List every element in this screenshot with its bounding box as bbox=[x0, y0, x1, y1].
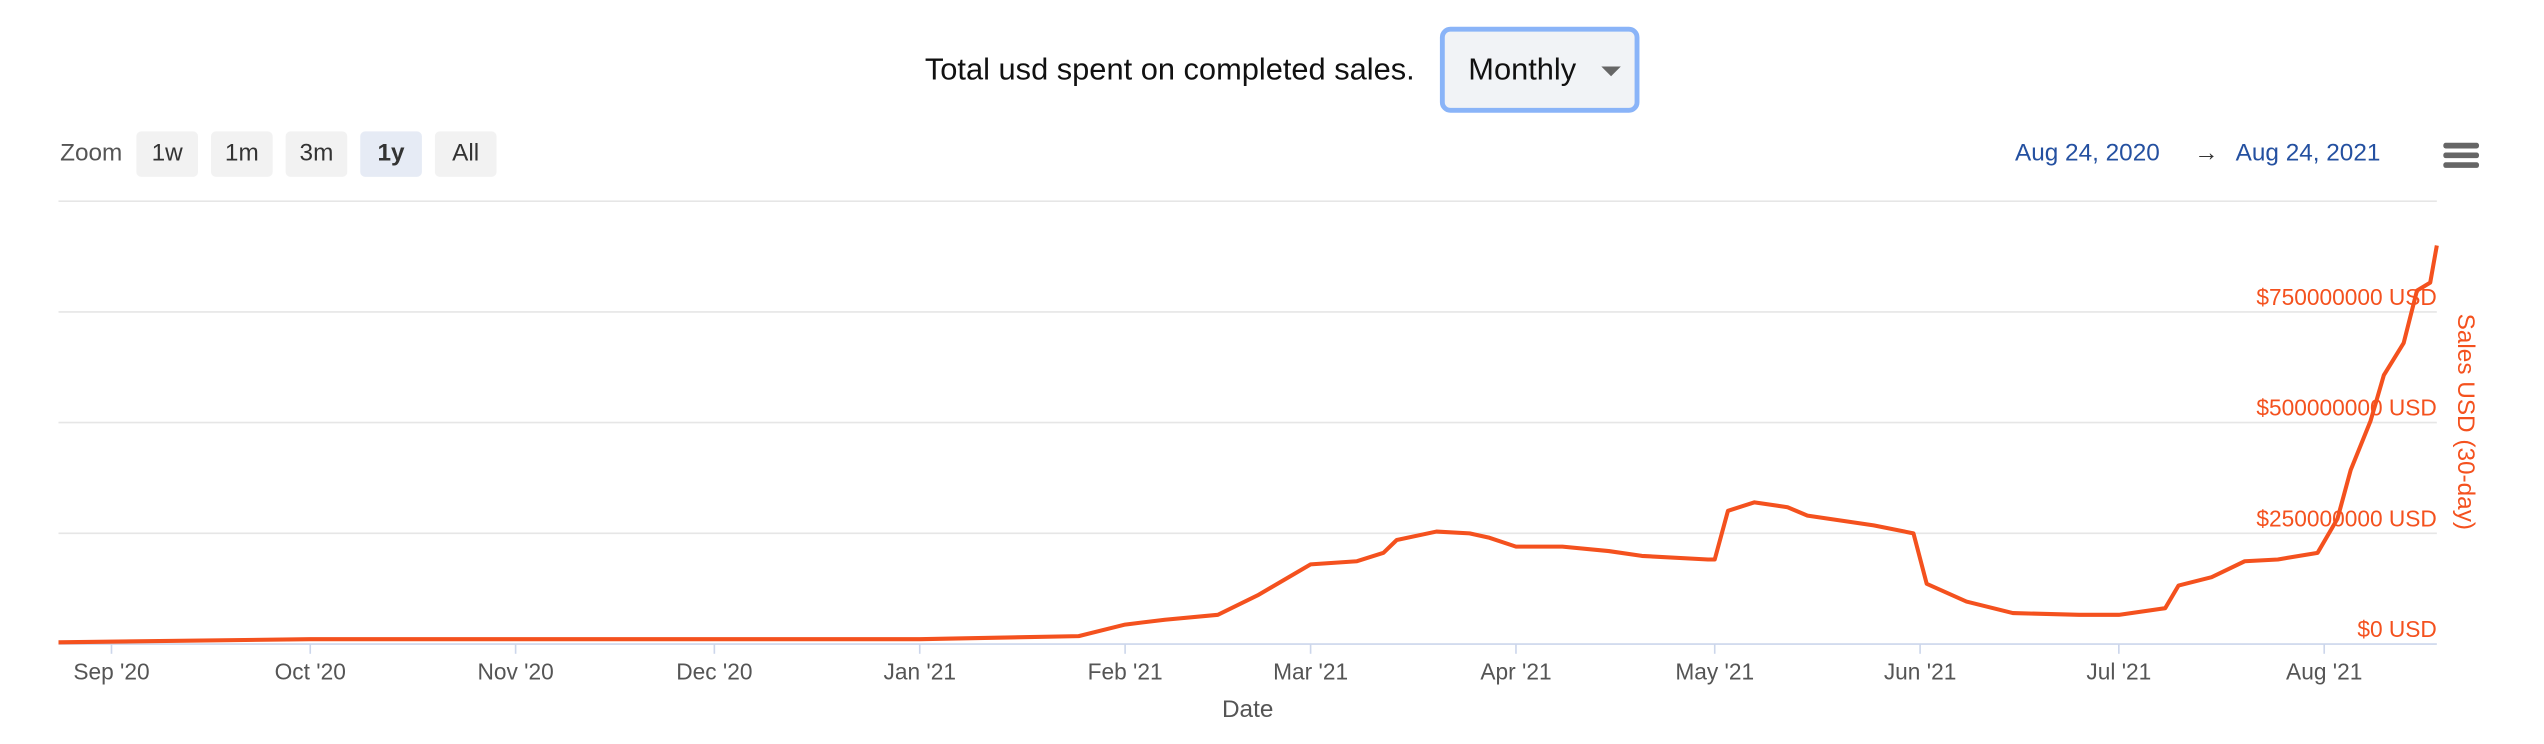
x-tick-label: May '21 bbox=[1675, 658, 1754, 684]
zoom-button-label[interactable]: 1m bbox=[225, 140, 259, 167]
x-tick-label: Aug '21 bbox=[2286, 658, 2362, 684]
zoom-button[interactable] bbox=[210, 131, 273, 177]
range-from[interactable]: Aug 24, 2020 bbox=[2015, 140, 2160, 167]
x-tick-label: Nov '20 bbox=[477, 658, 553, 684]
y-tick-label: $500000000 USD bbox=[2256, 395, 2437, 421]
zoom-button-label[interactable]: 1y bbox=[378, 140, 406, 167]
period-value[interactable]: Monthly bbox=[1468, 52, 1576, 87]
range-to[interactable]: Aug 24, 2021 bbox=[2236, 140, 2381, 167]
zoom-button-label[interactable]: All bbox=[452, 140, 479, 167]
zoom-button-label[interactable]: 1w bbox=[152, 140, 184, 167]
period-select[interactable] bbox=[1439, 26, 1640, 113]
caret bbox=[1601, 66, 1621, 77]
zoom-button[interactable] bbox=[434, 131, 497, 177]
x-tick-label: Apr '21 bbox=[1480, 658, 1551, 684]
zoom-button[interactable] bbox=[285, 131, 348, 177]
x-axis-title: Date bbox=[1222, 696, 1273, 723]
zoom-button[interactable] bbox=[360, 131, 422, 177]
x-tick-label: Oct '20 bbox=[275, 658, 346, 684]
range-arrow: → bbox=[2194, 140, 2218, 167]
x-tick-label: Sep '20 bbox=[73, 658, 149, 684]
y-tick-label: $250000000 USD bbox=[2256, 505, 2437, 531]
x-tick-label: Jan '21 bbox=[883, 658, 956, 684]
y-axis-title: Sales USD (30-day) bbox=[2452, 314, 2479, 530]
zoom-label: Zoom bbox=[60, 140, 122, 167]
x-tick-label: Mar '21 bbox=[1273, 658, 1348, 684]
x-tick-label: Feb '21 bbox=[1088, 658, 1163, 684]
title: Total usd spent on completed sales. bbox=[925, 52, 1415, 87]
y-tick-label: $0 USD bbox=[2357, 616, 2437, 642]
x-tick-label: Jul '21 bbox=[2086, 658, 2151, 684]
zoom-button-label[interactable]: 3m bbox=[300, 140, 334, 167]
x-tick-label: Dec '20 bbox=[676, 658, 752, 684]
menu-icon[interactable] bbox=[2443, 142, 2480, 168]
line bbox=[58, 245, 2439, 645]
zoom-button[interactable] bbox=[136, 131, 199, 177]
y-tick-label: $750000000 USD bbox=[2256, 284, 2437, 310]
x-tick-label: Jun '21 bbox=[1884, 658, 1957, 684]
